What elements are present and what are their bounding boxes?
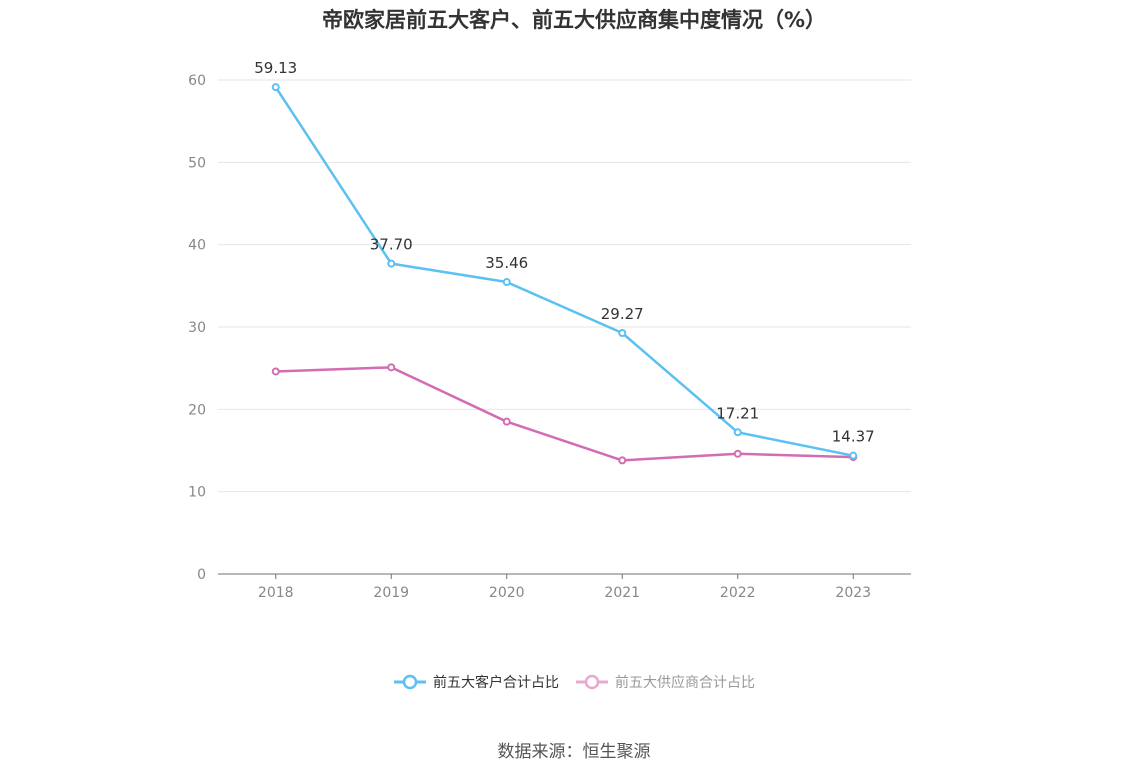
legend-label-customers: 前五大客户合计占比: [433, 675, 559, 691]
data-point: [733, 428, 742, 437]
data-label: 59.13: [254, 59, 297, 77]
legend-marker-customers-icon: [394, 674, 426, 690]
y-tick-label: 60: [188, 73, 206, 89]
data-label: 17.21: [716, 404, 759, 422]
data-point: [271, 367, 280, 376]
series-line-1: [275, 366, 854, 462]
gridlines: [218, 79, 911, 493]
data-point: [733, 449, 742, 458]
data-label: 14.37: [832, 428, 875, 446]
legend-marker-suppliers-icon: [576, 674, 608, 690]
legend-item-customers[interactable]: 前五大客户合计占比: [393, 672, 559, 692]
data-point: [849, 451, 858, 460]
x-tick-label: 2023: [835, 585, 871, 601]
y-tick-label: 20: [188, 402, 206, 418]
data-source: 数据来源：恒生聚源: [497, 742, 651, 762]
data-point: [618, 456, 627, 465]
line-chart: 0 10 20 30 40 50 60 2018 2019 2020 2021 2022 2023 5…: [188, 59, 911, 601]
y-tick-label: 40: [188, 238, 206, 254]
data-point: [502, 278, 511, 287]
legend-item-suppliers[interactable]: 前五大供应商合计占比: [575, 672, 755, 692]
y-axis: 0 10 20 30 40 50 60: [188, 73, 206, 583]
data-point: [387, 259, 396, 268]
data-point: [387, 363, 396, 372]
x-tick-label: 2020: [489, 585, 525, 601]
legend-label-suppliers: 前五大供应商合计占比: [615, 675, 755, 691]
data-labels: 59.13 37.70 35.46 29.27 17.21 14.37: [254, 59, 874, 446]
data-point: [502, 417, 511, 426]
data-label: 37.70: [370, 236, 413, 254]
x-tick-label: 2022: [720, 585, 756, 601]
y-tick-label: 10: [188, 485, 206, 501]
x-axis: 2018 2019 2020 2021 2022 2023: [218, 573, 911, 601]
series-group: [271, 83, 858, 465]
data-label: 29.27: [601, 305, 644, 323]
data-label: 35.46: [485, 254, 528, 272]
y-tick-label: 0: [197, 567, 206, 583]
series-line-0: [274, 86, 854, 457]
chart-title: 帝欧家居前五大客户、前五大供应商集中度情况（%）: [321, 8, 827, 32]
x-tick-label: 2019: [373, 585, 409, 601]
x-tick-label: 2018: [258, 585, 294, 601]
data-point: [618, 329, 627, 338]
x-tick-label: 2021: [604, 585, 640, 601]
y-tick-label: 50: [188, 155, 206, 171]
y-tick-label: 30: [188, 320, 206, 336]
data-point: [271, 83, 280, 92]
legend: 前五大客户合计占比 前五大供应商合计占比: [0, 672, 1148, 692]
